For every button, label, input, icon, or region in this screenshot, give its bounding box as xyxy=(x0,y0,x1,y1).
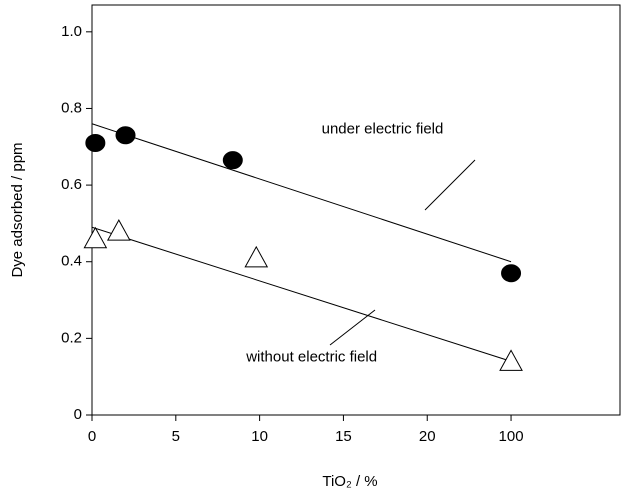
y-tick-label: 0.8 xyxy=(61,99,82,116)
x-tick-label: 15 xyxy=(335,428,352,445)
plot-frame xyxy=(91,4,621,416)
y-tick-label: 0.4 xyxy=(61,253,82,270)
x-tick-label: 20 xyxy=(419,428,436,445)
y-tick-label: 1.0 xyxy=(61,23,82,40)
annotation: without electric field xyxy=(245,348,377,365)
annotation: under electric field xyxy=(322,121,444,138)
x-axis-label: TiO₂ / % xyxy=(322,473,377,490)
circle-marker xyxy=(115,126,136,145)
circle-marker xyxy=(501,264,522,283)
leader-line xyxy=(424,159,476,211)
circle-marker xyxy=(85,133,106,152)
triangle-marker xyxy=(83,226,108,249)
y-tick-label: 0.2 xyxy=(61,329,82,346)
y-axis-label: Dye adsorbed / ppm xyxy=(9,142,26,277)
y-tick-label: 0 xyxy=(74,406,82,423)
triangle-marker xyxy=(106,219,131,241)
x-tick-label: 5 xyxy=(172,428,180,445)
y-tick-label: 0.6 xyxy=(61,176,82,193)
fit-line xyxy=(91,226,512,362)
triangle-marker xyxy=(244,245,269,268)
leader-line xyxy=(329,309,376,346)
circle-marker xyxy=(222,151,243,170)
x-tick-label: 100 xyxy=(499,428,524,445)
triangle-marker xyxy=(499,349,523,371)
x-tick-label: 10 xyxy=(251,428,268,445)
fit-line xyxy=(91,123,512,263)
x-tick-label: 0 xyxy=(88,428,96,445)
